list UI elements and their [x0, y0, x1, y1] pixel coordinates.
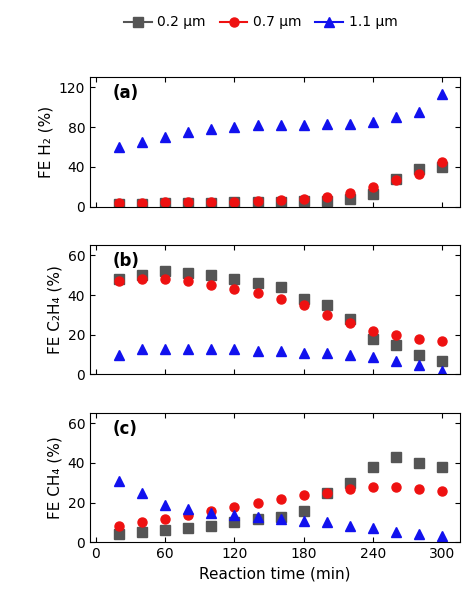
Y-axis label: FE H₂ (%): FE H₂ (%): [38, 106, 53, 178]
Text: (c): (c): [112, 420, 137, 437]
Text: (b): (b): [112, 252, 139, 270]
Y-axis label: FE CH₄ (%): FE CH₄ (%): [47, 436, 62, 519]
Y-axis label: FE C₂H₄ (%): FE C₂H₄ (%): [47, 265, 62, 355]
Text: (a): (a): [112, 84, 138, 102]
X-axis label: Reaction time (min): Reaction time (min): [199, 567, 351, 582]
Legend: 0.2 μm, 0.7 μm, 1.1 μm: 0.2 μm, 0.7 μm, 1.1 μm: [118, 10, 403, 35]
